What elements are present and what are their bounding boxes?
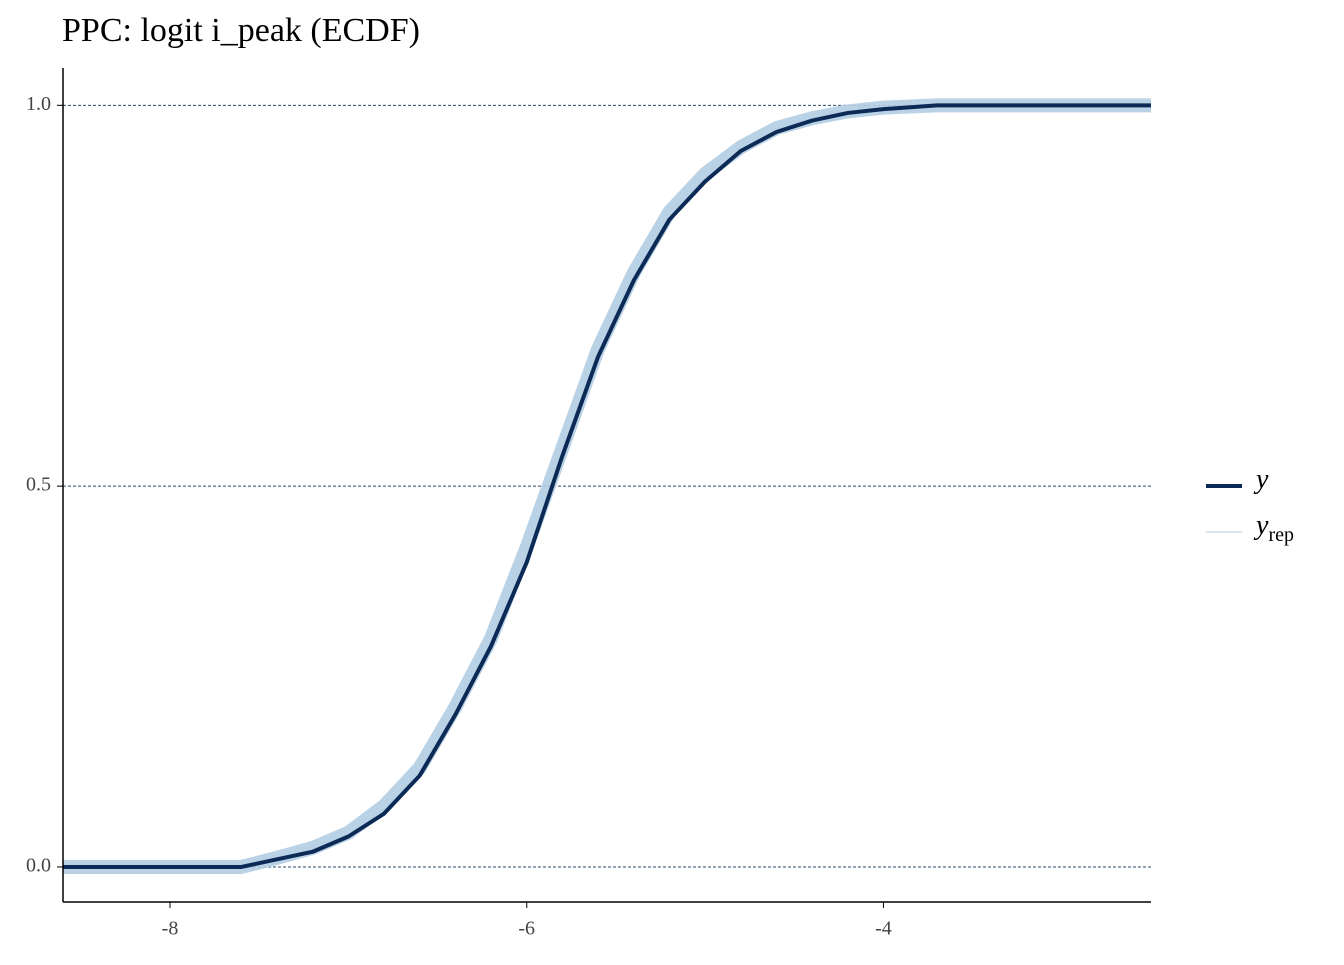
legend-name: y xyxy=(1253,510,1269,541)
x-tick-label: -4 xyxy=(875,918,892,940)
y-tick-label: 1.0 xyxy=(26,93,51,115)
y-tick-label: 0.5 xyxy=(26,474,51,496)
replicate-line xyxy=(63,98,1151,874)
y-tick-label: 0.0 xyxy=(26,855,51,877)
chart-title: PPC: logit i_peak (ECDF) xyxy=(62,12,420,49)
legend-label: yrep xyxy=(1253,510,1294,545)
legend-name: y xyxy=(1253,464,1269,495)
x-tick-label: -6 xyxy=(518,918,535,940)
legend-subscript: rep xyxy=(1268,524,1294,546)
x-tick-label: -8 xyxy=(162,918,179,940)
legend-label: y xyxy=(1253,464,1269,495)
observed-line xyxy=(63,103,1151,869)
